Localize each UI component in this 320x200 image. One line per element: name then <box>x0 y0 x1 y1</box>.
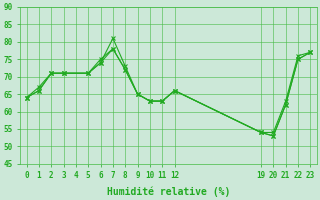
X-axis label: Humidité relative (%): Humidité relative (%) <box>107 186 230 197</box>
